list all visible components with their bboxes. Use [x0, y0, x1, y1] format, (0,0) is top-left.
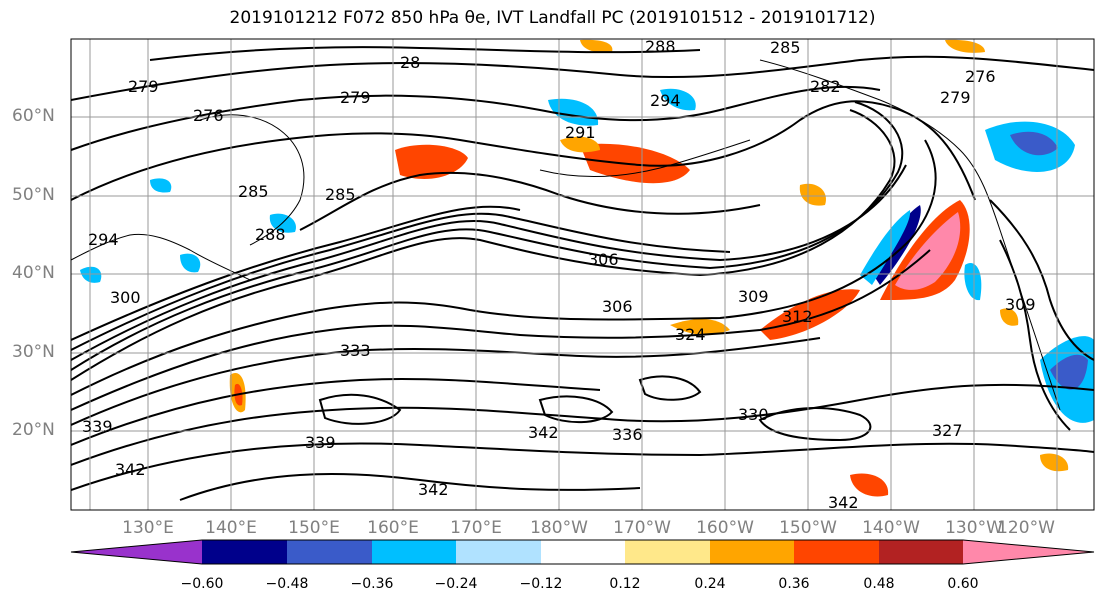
colorbar-segment	[541, 540, 625, 564]
colorbar-tick-label: 0.24	[694, 576, 726, 592]
lon-label: 150°E	[288, 518, 340, 538]
contour-label: 309	[738, 287, 769, 306]
contour-labels: 279 276 279 28 285 285 288 291 294 288 2…	[82, 37, 1036, 512]
contour-label: 285	[770, 38, 801, 57]
colorbar-segment	[625, 540, 710, 564]
coastline-layer	[71, 59, 1061, 411]
contour-label: 276	[965, 67, 996, 86]
contour-label: 339	[82, 417, 113, 436]
lon-label: 140°W	[862, 518, 920, 538]
contour-label: 342	[115, 460, 146, 479]
colorbar-segment	[456, 540, 541, 564]
contour-label: 285	[325, 185, 356, 204]
colorbar-tick-label: −0.48	[265, 576, 309, 592]
colorbar-segment	[710, 540, 794, 564]
contour-label: 324	[675, 325, 706, 344]
contour-label: 342	[828, 493, 859, 512]
colorbar-segment	[879, 540, 963, 564]
contour-label: 279	[940, 88, 971, 107]
colorbar-segment	[794, 540, 879, 564]
colorbar-tick-label: −0.60	[180, 576, 224, 592]
contour-label: 306	[602, 297, 633, 316]
colorbar-segment	[287, 540, 372, 564]
lat-label: 40°N	[12, 263, 55, 283]
colorbar-tick-label: −0.12	[519, 576, 563, 592]
contour-label: 312	[782, 307, 813, 326]
colorbar-extend-max	[963, 540, 1094, 564]
contour-label: 336	[612, 425, 643, 444]
colorbar-tick-label: −0.24	[434, 576, 478, 592]
contour-label: 327	[932, 421, 963, 440]
contour-label: 291	[565, 123, 596, 142]
lat-label: 60°N	[12, 106, 55, 126]
colorbar-tick-label: 0.48	[863, 576, 895, 592]
lon-label: 130°E	[122, 518, 174, 538]
contour-label: 342	[418, 480, 449, 499]
lon-label: 170°E	[450, 518, 502, 538]
graticule	[71, 39, 1094, 510]
lon-label: 160°W	[696, 518, 754, 538]
contour-label: 294	[650, 91, 681, 110]
colorbar-extend-min	[71, 540, 202, 564]
colorbar	[70, 539, 1095, 565]
lon-label: 140°E	[205, 518, 257, 538]
contour-label: 288	[255, 225, 286, 244]
lat-label: 30°N	[12, 342, 55, 362]
contour-label: 333	[340, 341, 371, 360]
contour-label: 276	[193, 106, 224, 125]
lon-label: 180°W	[530, 518, 588, 538]
lat-label: 50°N	[12, 185, 55, 205]
contour-label: 28	[400, 53, 420, 72]
lon-label: 170°W	[613, 518, 671, 538]
contour-label: 279	[340, 88, 371, 107]
contour-label: 339	[305, 433, 336, 452]
colorbar-tick-label: −0.36	[350, 576, 394, 592]
contour-label: 309	[1005, 295, 1036, 314]
contour-layer	[71, 46, 1094, 501]
map-frame	[70, 38, 1095, 511]
contour-label: 282	[810, 77, 841, 96]
lon-label: 160°E	[367, 518, 419, 538]
contour-label: 306	[588, 250, 619, 269]
contour-label: 279	[128, 77, 159, 96]
shading-layer	[80, 39, 1094, 497]
colorbar-tick-label: 0.12	[609, 576, 641, 592]
lon-label: 150°W	[779, 518, 837, 538]
colorbar-tick-label: 0.60	[947, 576, 979, 592]
map-title: 2019101212 F072 850 hPa θe, IVT Landfall…	[229, 8, 876, 28]
contour-label: 342	[528, 423, 559, 442]
colorbar-segment	[372, 540, 456, 564]
contour-label: 294	[88, 230, 119, 249]
colorbar-tick-label: 0.36	[778, 576, 810, 592]
contour-label: 288	[645, 37, 676, 56]
contour-label: 300	[110, 288, 141, 307]
colorbar-segment	[202, 540, 287, 564]
lat-label: 20°N	[12, 420, 55, 440]
lon-label: 120°W	[997, 518, 1055, 538]
contour-label: 330	[738, 405, 769, 424]
contour-label: 285	[238, 182, 269, 201]
lon-label: 130°W	[945, 518, 1003, 538]
